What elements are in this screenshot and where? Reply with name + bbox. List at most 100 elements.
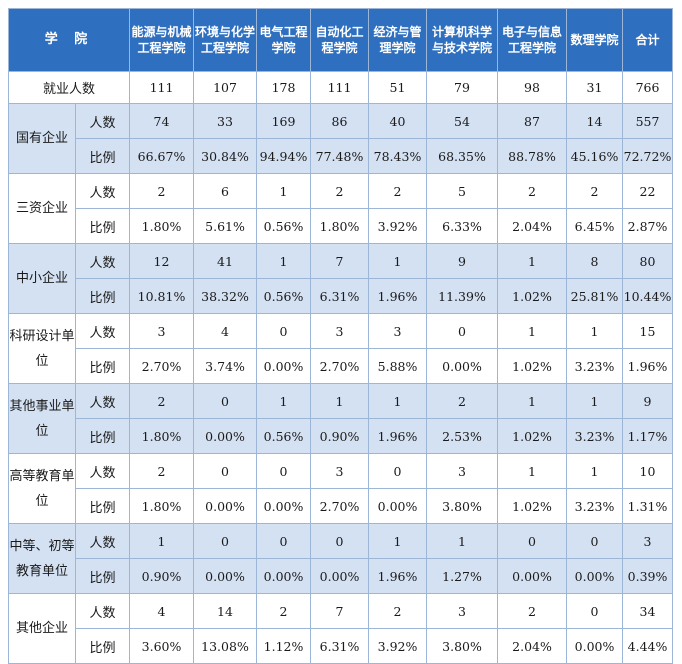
metric-label-count: 人数 [75, 453, 130, 489]
table-cell: 1 [368, 523, 427, 559]
table-cell: 0 [566, 523, 623, 559]
table-cell: 0 [426, 313, 498, 349]
table-row: 科研设计单位 人数 3 4 0 3 3 0 1 1 15 [8, 313, 673, 384]
metric-label-ratio: 比例 [75, 558, 130, 594]
table-cell: 2.70% [310, 488, 369, 524]
table-cell: 1.02% [497, 418, 567, 454]
table-cell: 7 [310, 243, 369, 279]
table-cell: 1.02% [497, 348, 567, 384]
table-cell: 0 [193, 523, 257, 559]
table-cell: 72.72% [622, 138, 673, 174]
college-header: 电气工程学院 [256, 8, 311, 72]
table-cell: 25.81% [566, 278, 623, 314]
table-cell: 9 [622, 383, 673, 419]
table-cell: 77.48% [310, 138, 369, 174]
category-label: 中小企业 [8, 243, 76, 314]
table-cell: 0.56% [256, 418, 311, 454]
table-cell: 0 [566, 593, 623, 629]
table-cell: 41 [193, 243, 257, 279]
table-row: 其他企业 人数 4 14 2 7 2 3 2 0 34 [8, 593, 673, 664]
table-cell: 2 [256, 593, 311, 629]
table-cell: 1 [426, 523, 498, 559]
table-row: 比例 1.80% 5.61% 0.56% 1.80% 3.92% 6.33% 2.04% 6.4… [9, 208, 673, 244]
table-cell: 5 [426, 173, 498, 209]
table-cell: 2.70% [310, 348, 369, 384]
table-cell: 5.61% [193, 208, 257, 244]
table-cell: 54 [426, 103, 498, 139]
table-cell: 1 [497, 383, 567, 419]
table-cell: 1 [566, 453, 623, 489]
table-cell: 3.92% [368, 208, 427, 244]
metric-label-ratio: 比例 [75, 488, 130, 524]
table-cell: 1.80% [129, 488, 194, 524]
table-cell: 2 [310, 173, 369, 209]
table-cell: 3 [129, 313, 194, 349]
table-cell: 88.78% [497, 138, 567, 174]
table-cell: 2 [368, 173, 427, 209]
table-cell: 4.44% [622, 628, 673, 664]
table-cell: 0 [497, 523, 567, 559]
table-cell: 2 [566, 173, 623, 209]
table-cell: 6.45% [566, 208, 623, 244]
table-cell: 3 [310, 453, 369, 489]
table-cell: 0 [368, 453, 427, 489]
table-cell: 1.80% [129, 208, 194, 244]
college-header: 环境与化学工程学院 [193, 8, 257, 72]
table-cell: 1 [310, 383, 369, 419]
table-cell: 0.00% [566, 558, 623, 594]
table-cell: 7 [310, 593, 369, 629]
table-cell: 0.39% [622, 558, 673, 594]
table-cell: 1.96% [368, 278, 427, 314]
table-cell: 2.04% [497, 208, 567, 244]
table-cell: 2 [497, 593, 567, 629]
table-cell: 3 [426, 593, 498, 629]
table-row: 中等、初等教育单位 人数 1 0 0 0 1 1 0 0 3 [8, 523, 673, 594]
table-row: 国有企业 人数 74 33 169 86 40 54 87 14 557 [8, 103, 673, 174]
table-cell: 1 [256, 383, 311, 419]
school-header: 学 院 [8, 8, 130, 72]
table-cell: 1 [566, 313, 623, 349]
table-cell: 1 [368, 243, 427, 279]
table-cell: 10.81% [129, 278, 194, 314]
table-row: 比例 66.67% 30.84% 94.94% 77.48% 78.43% 68.35% 88… [9, 138, 673, 174]
table-cell: 111 [129, 71, 194, 104]
table-cell: 3.80% [426, 488, 498, 524]
college-header: 经济与管理学院 [368, 8, 427, 72]
table-cell: 3 [622, 523, 673, 559]
category-label: 高等教育单位 [8, 453, 76, 524]
table-cell: 0 [256, 313, 311, 349]
table-cell: 5.88% [368, 348, 427, 384]
table-cell: 2.87% [622, 208, 673, 244]
header-row: 学 院 能源与机械工程学院 环境与化学工程学院 电气工程学院 自动化工程学院 经… [8, 8, 673, 72]
college-header: 电子与信息工程学院 [497, 8, 567, 72]
table-cell: 1.80% [310, 208, 369, 244]
table-cell: 0 [193, 453, 257, 489]
table-cell: 178 [256, 71, 311, 104]
college-header: 数理学院 [566, 8, 623, 72]
metric-label-ratio: 比例 [75, 208, 130, 244]
table-cell: 1.17% [622, 418, 673, 454]
table-cell: 0.90% [129, 558, 194, 594]
total-row-label: 就业人数 [8, 71, 130, 104]
table-cell: 22 [622, 173, 673, 209]
table-cell: 87 [497, 103, 567, 139]
table-cell: 0.00% [497, 558, 567, 594]
table-cell: 40 [368, 103, 427, 139]
table-cell: 3 [426, 453, 498, 489]
table-cell: 0 [310, 523, 369, 559]
metric-label-ratio: 比例 [75, 278, 130, 314]
table-cell: 13.08% [193, 628, 257, 664]
table-cell: 1 [497, 243, 567, 279]
table-cell: 10.44% [622, 278, 673, 314]
table-cell: 0.00% [566, 628, 623, 664]
table-cell: 1 [256, 173, 311, 209]
table-cell: 0.00% [310, 558, 369, 594]
table-cell: 94.94% [256, 138, 311, 174]
table-cell: 0.00% [193, 488, 257, 524]
table-cell: 31 [566, 71, 623, 104]
table-cell: 14 [193, 593, 257, 629]
table-cell: 3.23% [566, 348, 623, 384]
table-cell: 0.56% [256, 208, 311, 244]
employment-table-container: 学 院 能源与机械工程学院 环境与化学工程学院 电气工程学院 自动化工程学院 经… [8, 8, 673, 664]
table-cell: 1 [256, 243, 311, 279]
